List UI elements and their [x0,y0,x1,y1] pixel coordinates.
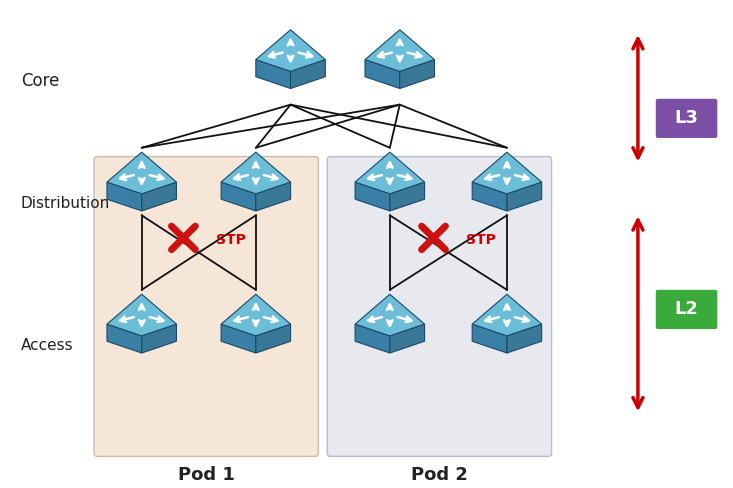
Polygon shape [390,182,424,211]
Polygon shape [290,60,325,88]
FancyBboxPatch shape [94,157,318,456]
Polygon shape [107,324,141,353]
Polygon shape [141,324,177,353]
Text: Access: Access [21,338,73,353]
Polygon shape [221,152,290,194]
Text: STP: STP [466,233,496,247]
Polygon shape [355,324,390,353]
Polygon shape [355,182,390,211]
Text: L2: L2 [674,301,699,318]
Polygon shape [107,294,177,336]
Polygon shape [472,294,542,336]
Polygon shape [141,182,177,211]
Text: L3: L3 [674,109,699,127]
Text: STP: STP [216,233,246,247]
Polygon shape [472,152,542,194]
Polygon shape [256,324,290,353]
Text: Pod 2: Pod 2 [411,466,468,484]
Text: Pod 1: Pod 1 [178,466,235,484]
Polygon shape [390,324,424,353]
Polygon shape [355,294,424,336]
Polygon shape [256,182,290,211]
Polygon shape [507,182,542,211]
Polygon shape [256,30,325,71]
Polygon shape [472,182,507,211]
Text: Distribution: Distribution [21,196,110,211]
FancyBboxPatch shape [328,157,552,456]
Polygon shape [355,152,424,194]
Polygon shape [399,60,435,88]
Polygon shape [221,324,256,353]
Polygon shape [256,60,290,88]
Text: Core: Core [21,72,59,90]
Polygon shape [365,60,399,88]
Polygon shape [472,324,507,353]
Polygon shape [221,294,290,336]
FancyBboxPatch shape [656,99,718,138]
Polygon shape [221,182,256,211]
Polygon shape [507,324,542,353]
Polygon shape [107,152,177,194]
FancyBboxPatch shape [656,290,718,329]
Polygon shape [365,30,435,71]
Polygon shape [107,182,141,211]
